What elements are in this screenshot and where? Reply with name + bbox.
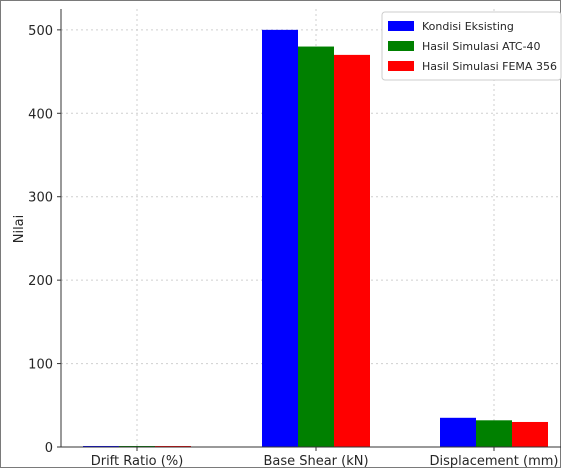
y-tick-label: 300 bbox=[28, 191, 53, 206]
y-axis-label: Nilai bbox=[12, 215, 27, 244]
y-tick-label: 400 bbox=[28, 107, 53, 122]
bar bbox=[476, 420, 512, 447]
y-tick-label: 0 bbox=[45, 441, 53, 456]
x-tick-label: Displacement (mm) bbox=[430, 454, 559, 469]
legend-swatch bbox=[388, 41, 414, 51]
y-ticks: 0 100 200 300 400 500 bbox=[28, 24, 61, 456]
y-tick-label: 500 bbox=[28, 24, 53, 39]
legend-label: Hasil Simulasi FEMA 356 bbox=[422, 60, 557, 73]
x-tick-label: Base Shear (kN) bbox=[263, 454, 368, 469]
axes bbox=[60, 9, 561, 448]
legend-swatch bbox=[388, 61, 414, 71]
bar bbox=[83, 445, 119, 447]
x-tick-label: Drift Ratio (%) bbox=[91, 454, 184, 469]
bar bbox=[334, 54, 370, 448]
x-ticks: Drift Ratio (%) Base Shear (kN) Displaceme… bbox=[91, 447, 559, 469]
legend-box bbox=[381, 11, 562, 81]
legend-label: Kondisi Eksisting bbox=[422, 20, 514, 33]
bar bbox=[262, 29, 298, 447]
y-tick-label: 100 bbox=[28, 358, 53, 373]
bar bbox=[512, 421, 548, 447]
bar bbox=[440, 417, 476, 447]
legend-swatch bbox=[388, 21, 414, 31]
legend: Kondisi Eksisting Hasil Simulasi ATC-40 Ha… bbox=[381, 11, 562, 81]
bar bbox=[298, 46, 334, 448]
legend-label: Hasil Simulasi ATC-40 bbox=[422, 40, 541, 53]
y-tick-label: 200 bbox=[28, 274, 53, 289]
bars-group bbox=[83, 29, 548, 448]
